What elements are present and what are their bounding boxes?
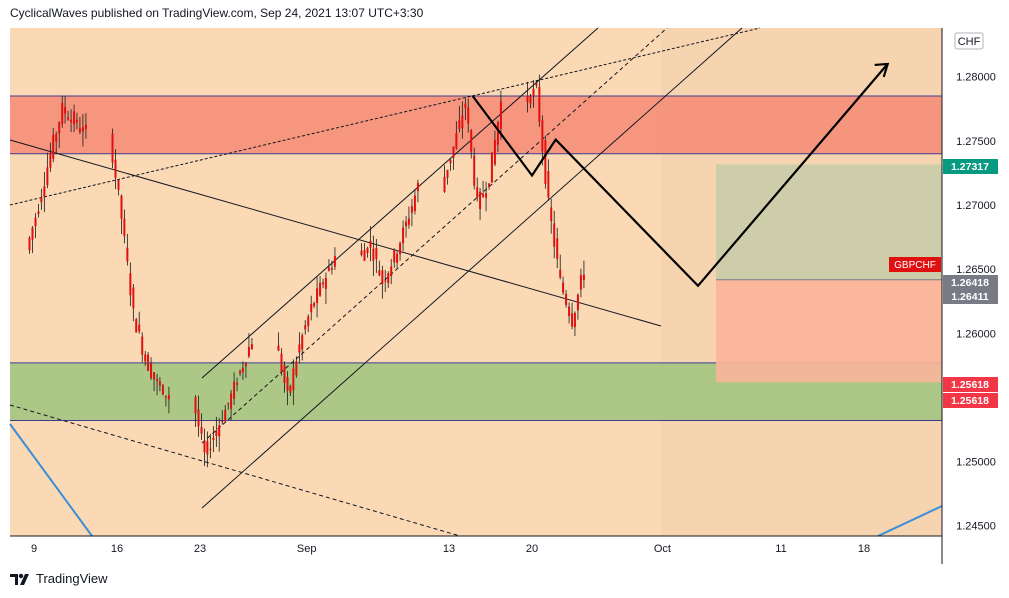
projection-path[interactable] bbox=[471, 63, 889, 288]
x-tick-label: 13 bbox=[443, 543, 455, 555]
svg-text:1.25618: 1.25618 bbox=[951, 395, 989, 407]
resistance-zone[interactable] bbox=[10, 95, 942, 154]
x-tick-label: Oct bbox=[654, 543, 671, 555]
x-tick-label: 20 bbox=[526, 543, 538, 555]
svg-text:GBPCHF: GBPCHF bbox=[894, 260, 936, 271]
footer-brand[interactable]: TradingView bbox=[36, 571, 108, 586]
x-tick-label: 23 bbox=[194, 543, 206, 555]
y-tick-label: 1.27000 bbox=[956, 200, 996, 212]
x-tick-label: 18 bbox=[858, 543, 870, 555]
y-tick-label: 1.24500 bbox=[956, 521, 996, 533]
blue-trendline-left[interactable] bbox=[9, 423, 93, 537]
stop-price-tag[interactable]: 1.25618 bbox=[943, 393, 998, 408]
svg-text:1.26411: 1.26411 bbox=[951, 291, 989, 303]
currency-label[interactable]: CHF bbox=[958, 36, 981, 48]
x-tick-label: Sep bbox=[297, 543, 317, 555]
footer: TradingView bbox=[10, 571, 108, 586]
x-tick-label: 16 bbox=[111, 543, 123, 555]
publisher-line: CyclicalWaves published on TradingView.c… bbox=[10, 6, 424, 20]
svg-text:1.27317: 1.27317 bbox=[951, 161, 989, 173]
target-price-tag[interactable]: 1.27317 bbox=[943, 159, 998, 174]
tradingview-logo-icon bbox=[10, 573, 29, 585]
candles-layer bbox=[28, 74, 585, 468]
x-tick-label: 11 bbox=[775, 543, 786, 555]
channel-upper[interactable] bbox=[201, 27, 599, 379]
symbol-price-tag[interactable]: GBPCHF bbox=[889, 257, 941, 272]
projection-arrowhead bbox=[874, 62, 890, 78]
channel-lower[interactable] bbox=[201, 27, 743, 509]
channel-mid[interactable] bbox=[201, 27, 668, 444]
price-price-tag[interactable]: 1.26411 bbox=[943, 289, 998, 304]
upper-trendline[interactable] bbox=[9, 27, 761, 206]
y-tick-label: 1.26500 bbox=[956, 264, 996, 276]
y-tick-label: 1.25000 bbox=[956, 457, 996, 469]
stop-box[interactable] bbox=[716, 279, 942, 383]
lower-dashed-trendline[interactable] bbox=[9, 404, 461, 537]
svg-text:1.25618: 1.25618 bbox=[951, 379, 989, 391]
x-tick-label: 9 bbox=[31, 543, 37, 555]
price-price-tag[interactable]: 1.26418 bbox=[943, 275, 998, 290]
y-tick-label: 1.27500 bbox=[956, 136, 996, 148]
y-tick-label: 1.26000 bbox=[956, 328, 996, 340]
time-axis bbox=[10, 536, 1009, 564]
descending-trendline[interactable] bbox=[9, 139, 662, 327]
y-tick-label: 1.28000 bbox=[956, 72, 996, 84]
svg-text:1.26418: 1.26418 bbox=[951, 277, 989, 289]
blue-trendline-right[interactable] bbox=[877, 505, 943, 537]
stop-price-tag[interactable]: 1.25618 bbox=[943, 377, 998, 392]
